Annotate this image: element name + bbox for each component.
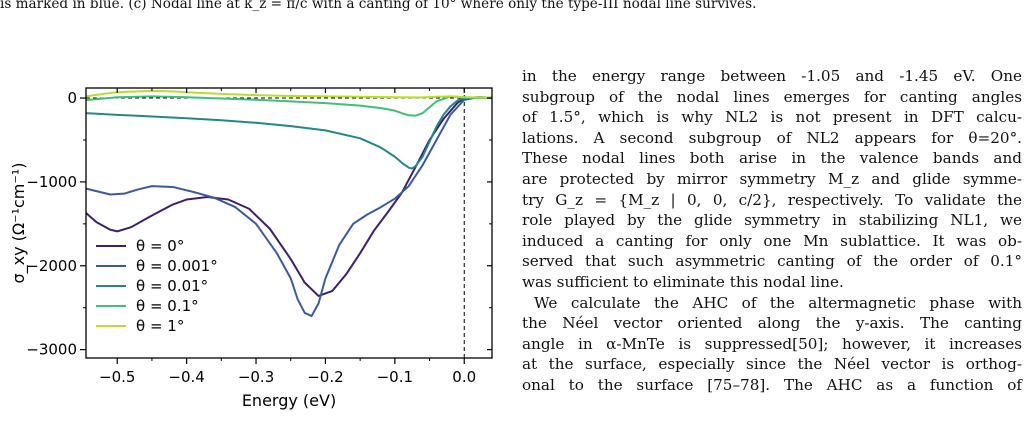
legend-label-2: θ = 0.01° bbox=[136, 277, 208, 295]
x-tick-label: 0.0 bbox=[452, 368, 476, 386]
body-line: lations. A second subgroup of NL2 appear… bbox=[522, 128, 1022, 147]
series-line-3 bbox=[86, 95, 492, 117]
legend-label-4: θ = 1° bbox=[136, 317, 184, 335]
y-axis-label: σ_xy (Ω⁻¹cm⁻¹) bbox=[9, 163, 29, 284]
ahc-figure: −0.5 −0.4 −0.3 −0.2 −0.1 0.0 0 −1000 −2000 −3000 E… bbox=[0, 66, 500, 436]
body-line: try G_z = {M_z | 0, 0, c/2}, respectivel… bbox=[522, 190, 1022, 209]
legend-label-1: θ = 0.001° bbox=[136, 257, 218, 275]
x-axis-label: Energy (eV) bbox=[242, 391, 336, 410]
series-line-0 bbox=[86, 96, 492, 297]
x-tick-label: −0.5 bbox=[99, 368, 135, 386]
body-line: served that such asymmetric canting of t… bbox=[522, 252, 1022, 271]
caption-line: is marked in blue. (c) Nodal line at k_z… bbox=[0, 0, 757, 12]
series-line-4 bbox=[86, 89, 492, 99]
ahc-chart: −0.5 −0.4 −0.3 −0.2 −0.1 0.0 0 −1000 −2000 −3000 E… bbox=[9, 87, 493, 410]
body-line: angle in α-MnTe is suppressed[50]; howev… bbox=[522, 334, 1022, 353]
body-text-column: in the energy range between -1.05 and -1… bbox=[522, 66, 1022, 396]
legend-label-0: θ = 0° bbox=[136, 237, 184, 255]
body-line: We calculate the AHC of the altermagneti… bbox=[534, 293, 1022, 312]
body-line: was sufficient to eliminate this nodal l… bbox=[522, 272, 844, 291]
body-line: subgroup of the nodal lines emerges for … bbox=[522, 87, 1022, 106]
body-line: onal to the surface [75–78]. The AHC as … bbox=[522, 375, 1022, 394]
series-line-2 bbox=[86, 96, 492, 170]
y-tick-label: −1000 bbox=[26, 173, 77, 191]
body-line: of 1.5°, which is why NL2 is not present… bbox=[522, 108, 1022, 127]
x-tick-label: −0.1 bbox=[377, 368, 413, 386]
body-line: the Néel vector oriented along the y-axi… bbox=[522, 314, 1022, 333]
body-line: at the surface, especially since the Née… bbox=[522, 355, 1022, 374]
figure-caption: is marked in blue. (c) Nodal line at k_z… bbox=[0, 0, 1029, 14]
x-tick-label: −0.3 bbox=[238, 368, 274, 386]
x-tick-label: −0.4 bbox=[168, 368, 204, 386]
series-line-1 bbox=[86, 96, 492, 318]
y-tick-label: −2000 bbox=[26, 257, 77, 275]
y-tick-label: −3000 bbox=[26, 341, 77, 359]
body-line: induced a canting for only one Mn sublat… bbox=[522, 231, 1022, 250]
plot-frame bbox=[85, 87, 493, 359]
legend-label-3: θ = 0.1° bbox=[136, 297, 199, 315]
body-line: in the energy range between -1.05 and -1… bbox=[522, 67, 1022, 85]
y-tick-label: 0 bbox=[67, 89, 77, 107]
body-line: role played by the glide symmetry in sta… bbox=[522, 211, 1022, 230]
body-line: are protected by mirror symmetry M_z and… bbox=[522, 169, 1022, 188]
x-tick-label: −0.2 bbox=[307, 368, 343, 386]
body-line: These nodal lines both arise in the vale… bbox=[522, 149, 1022, 168]
